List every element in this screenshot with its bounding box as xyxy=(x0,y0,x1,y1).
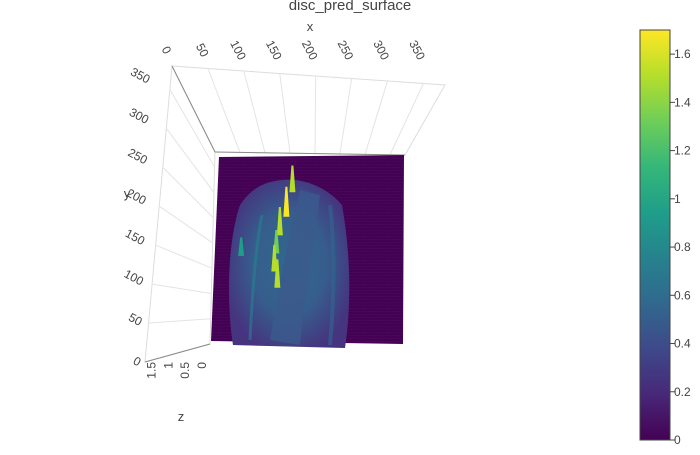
surface-peak xyxy=(289,165,296,193)
surface-peak xyxy=(271,244,278,272)
surface-peak xyxy=(276,206,283,236)
top-back-wall xyxy=(171,65,446,156)
x-tick-label: 100 xyxy=(227,38,249,63)
x-tick-label: 50 xyxy=(193,41,212,60)
z-tick-label: 0.5 xyxy=(178,362,192,379)
surface-peak xyxy=(238,237,245,256)
colorbar-tick-label: 0.4 xyxy=(674,337,691,351)
left-back-wall xyxy=(144,64,216,363)
y-grid-line xyxy=(165,128,215,193)
x-grid-line xyxy=(314,75,317,154)
x-grid-line xyxy=(364,80,389,155)
x-axis-title: x xyxy=(307,19,314,34)
x-tick-label: 350 xyxy=(406,38,428,63)
colorbar-tick-label: 1.6 xyxy=(674,47,691,61)
x-tick-label: 150 xyxy=(263,38,285,63)
x-grid-line xyxy=(243,70,266,153)
y-grid-line xyxy=(169,89,216,168)
y-tick-label: 300 xyxy=(127,105,152,127)
y-grid-line xyxy=(152,283,212,294)
surface-peak xyxy=(283,186,290,217)
colorbar-tick-label: 0.2 xyxy=(674,385,691,399)
y-tick-label: 350 xyxy=(128,65,153,87)
x-tick-label: 300 xyxy=(370,38,392,63)
colorbar-tick-label: 1.4 xyxy=(674,95,691,109)
y-tick-label: 250 xyxy=(126,145,151,167)
y-tick-label: 50 xyxy=(126,310,145,329)
y-grid-line xyxy=(162,166,214,219)
colorbar: 0 0.2 0.4 0.6 0.8 1 1.2 1.4 1.6 xyxy=(639,29,691,447)
x-tick-label: 0 xyxy=(159,44,175,57)
y-grid-line xyxy=(148,318,211,324)
z-tick-label: 1.5 xyxy=(145,362,159,379)
colorbar-scale xyxy=(639,29,671,441)
x-edge-line xyxy=(214,151,406,156)
z-tick-label: 1 xyxy=(161,362,175,369)
y-grid-line xyxy=(155,244,213,269)
x-tick-label: 200 xyxy=(299,38,321,63)
x-grid-line xyxy=(207,68,241,153)
tissue-ridge-right xyxy=(328,204,336,346)
y-axis-title: y xyxy=(124,186,131,201)
tissue-ridge-left xyxy=(248,214,264,341)
x-grid-line xyxy=(279,73,291,154)
surface xyxy=(211,155,404,348)
z-tick-label: 0 xyxy=(195,362,209,369)
x-grid-line xyxy=(389,83,424,155)
x-tick-label: 250 xyxy=(335,38,357,63)
spine-ridge xyxy=(270,190,320,345)
colorbar-tick-label: 0 xyxy=(674,433,681,447)
chart-title: disc_pred_surface xyxy=(289,0,412,14)
z-edge-line xyxy=(171,65,216,153)
x-grid-line xyxy=(339,78,353,155)
y-tick-label: 100 xyxy=(122,267,147,289)
grid-walls xyxy=(144,64,446,363)
colorbar-tick-label: 1 xyxy=(674,192,681,206)
y-grid-line xyxy=(158,205,213,244)
y-base-line xyxy=(144,343,211,363)
colorbar-tick-label: 0.6 xyxy=(674,288,691,302)
surface-peak xyxy=(274,259,281,288)
y-tick-label: 150 xyxy=(123,226,148,248)
z-axis-title: z xyxy=(178,409,185,424)
colorbar-tick-label: 0.8 xyxy=(674,240,691,254)
y-tick-label: 0 xyxy=(131,354,144,370)
colorbar-tick-label: 1.2 xyxy=(674,144,691,158)
